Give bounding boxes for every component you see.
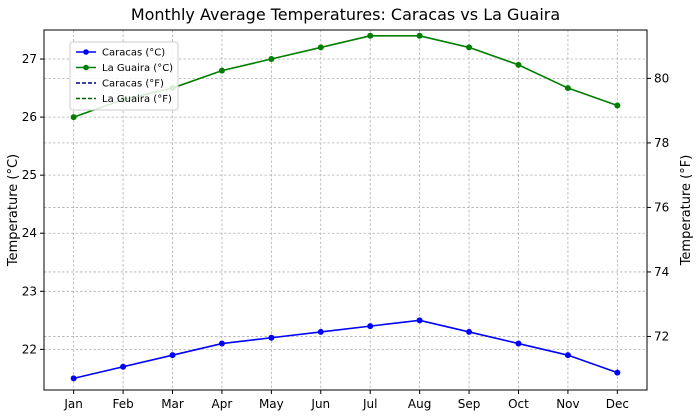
x-tick-label: Mar xyxy=(161,397,184,411)
series-line xyxy=(73,319,618,380)
y-right-tick-label: 74 xyxy=(654,265,669,279)
legend-label: La Guaira (°C) xyxy=(102,63,173,74)
y-tick-label: 24 xyxy=(22,226,37,240)
data-point xyxy=(466,328,473,335)
data-point xyxy=(317,328,324,335)
y-right-tick-label: 76 xyxy=(654,200,669,214)
y-tick-label: 23 xyxy=(22,284,37,298)
plot-frame xyxy=(43,29,648,391)
data-point xyxy=(614,102,621,109)
x-tick-label: Jun xyxy=(310,397,330,411)
x-tick-label: Nov xyxy=(556,397,579,411)
y-tick-label: 25 xyxy=(22,168,37,182)
data-point xyxy=(218,340,225,347)
x-tick-label: Aug xyxy=(408,397,431,411)
x-tick-label: Feb xyxy=(112,397,133,411)
y-right-tick-label: 78 xyxy=(654,136,669,150)
y-axis-title-right: Temperature (°F) xyxy=(679,155,694,267)
x-tick-label: Jul xyxy=(362,397,377,411)
data-point xyxy=(416,317,423,324)
x-tick-label: Dec xyxy=(606,397,629,411)
data-point xyxy=(268,334,275,341)
y-tick-label: 22 xyxy=(22,342,37,356)
legend: Caracas (°C) La Guaira (°C) Caracas (°F) La… xyxy=(69,41,179,111)
data-point xyxy=(515,340,522,347)
axes: Jan Feb Mar Apr May Jun Jul Aug Sep Oct Nov Dec 22 23… xyxy=(22,29,669,411)
data-point xyxy=(564,352,571,359)
data-point xyxy=(120,363,127,370)
grid-lines xyxy=(44,30,647,390)
y-tick-label: 26 xyxy=(22,110,37,124)
x-tick-label: Apr xyxy=(212,397,233,411)
legend-marker xyxy=(83,64,89,71)
chart-title: Monthly Average Temperatures: Caracas vs… xyxy=(131,5,560,24)
y-axis-title-left: Temperature (°C) xyxy=(6,154,21,267)
data-point xyxy=(515,61,522,68)
data-point xyxy=(218,67,225,74)
data-point xyxy=(70,375,77,382)
data-point xyxy=(614,369,621,376)
x-tick-label: Oct xyxy=(508,397,529,411)
y-right-tick-label: 72 xyxy=(654,329,669,343)
x-tick-label: Jan xyxy=(63,397,83,411)
legend-label: Caracas (°F) xyxy=(102,79,164,90)
data-point xyxy=(367,323,374,330)
data-point xyxy=(466,44,473,51)
data-point xyxy=(317,44,324,51)
data-point xyxy=(564,85,571,92)
y-right-tick-label: 80 xyxy=(654,71,669,85)
x-tick-label: Sep xyxy=(458,397,481,411)
y-tick-label: 27 xyxy=(22,52,37,66)
x-tick-label: May xyxy=(259,397,284,411)
legend-marker xyxy=(83,49,89,55)
data-point xyxy=(367,32,374,39)
legend-label: Caracas (°C) xyxy=(102,48,165,59)
data-point xyxy=(169,352,176,359)
data-point xyxy=(268,56,275,63)
legend-label: La Guaira (°F) xyxy=(102,94,172,105)
data-point xyxy=(416,32,423,39)
data-point xyxy=(70,114,77,121)
legend-box xyxy=(69,41,179,111)
